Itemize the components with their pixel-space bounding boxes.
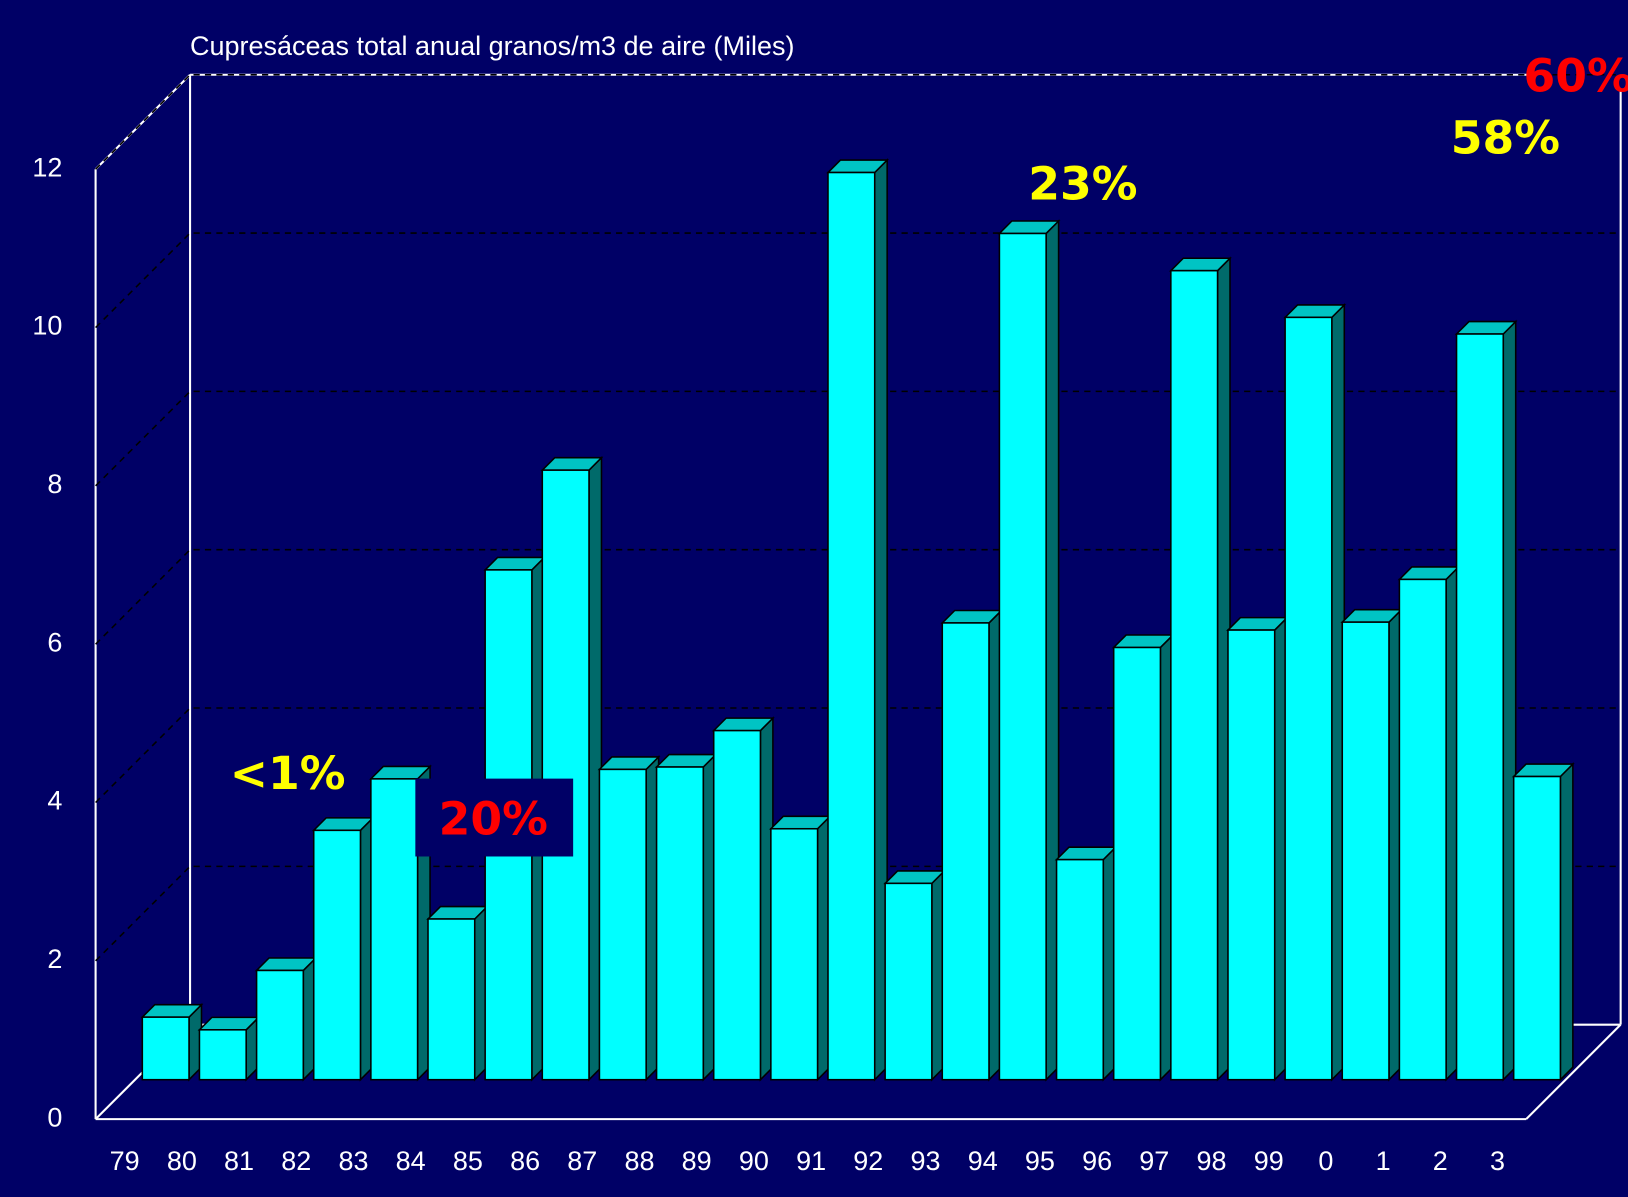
bar-front [1341,621,1390,1081]
annotation: 20% [439,793,548,846]
x-tick-label: 90 [739,1146,769,1176]
bar-front [598,768,647,1081]
bar-front [1055,858,1105,1081]
bar-front [255,969,305,1081]
bar-front [998,232,1047,1081]
x-tick-label: 99 [1254,1146,1284,1176]
x-tick-label: 89 [682,1146,712,1176]
y-tick-label: 10 [32,311,62,341]
bar-side [1559,762,1574,1082]
bar-front [1112,646,1162,1081]
annotation: <1% [230,747,346,800]
x-tick-label: 96 [1082,1146,1112,1176]
bar [1340,607,1404,1082]
bar [711,716,775,1082]
x-tick-label: 83 [338,1146,368,1176]
x-tick-label: 2 [1433,1146,1448,1176]
x-tick-label: 94 [968,1146,998,1176]
grid-line [95,548,1621,645]
bar [826,158,890,1082]
bar [540,455,604,1082]
bar [654,752,718,1082]
x-tick-label: 93 [910,1146,940,1176]
bar-front [1170,269,1219,1081]
bar [1054,845,1118,1082]
bar [1111,633,1175,1082]
x-tick-label: 92 [853,1146,883,1176]
bar-front [827,171,876,1081]
x-tick-label: 79 [110,1146,140,1176]
bar-front [541,469,590,1081]
bar-front [1455,333,1505,1081]
annotation: 60% [1523,49,1628,102]
bar [368,764,432,1082]
bar-front [370,778,419,1081]
y-tick-label: 4 [47,786,62,816]
bar-front [198,1029,247,1081]
bar [1397,565,1461,1082]
bar [940,608,1004,1082]
bar [1283,303,1347,1082]
bar [997,219,1061,1082]
y-tick-label: 8 [47,469,62,499]
x-tick-label: 91 [796,1146,826,1176]
bar [1511,762,1575,1082]
x-tick-label: 86 [510,1146,540,1176]
bar [254,956,318,1082]
x-tick-label: 98 [1197,1146,1227,1176]
x-tick-label: 81 [224,1146,254,1176]
grid-line [95,73,1621,170]
bar-front [655,766,705,1081]
bar-front [1512,775,1562,1081]
bar [426,904,490,1082]
bar [140,1002,204,1082]
y-tick-label: 12 [32,152,62,182]
grid-line [95,390,1621,487]
bar-front [141,1016,190,1081]
x-tick-label: 95 [1025,1146,1055,1176]
bar-front [884,882,933,1081]
bar [768,814,832,1082]
chart-title: Cupresáceas total anual granos/m3 de air… [190,31,794,61]
x-tick-label: 87 [567,1146,597,1176]
x-tick-label: 88 [624,1146,654,1176]
y-tick-label: 6 [47,627,62,657]
bar-front [1227,629,1276,1081]
x-tick-label: 3 [1490,1146,1505,1176]
bar-front [770,827,819,1081]
annotation-box [415,778,574,857]
x-tick-label: 84 [396,1146,426,1176]
bar-front [941,622,990,1081]
bar [883,869,947,1082]
bar [197,1015,261,1082]
x-tick-label: 85 [453,1146,483,1176]
bar-front [712,729,762,1081]
bar-front [427,918,476,1081]
annotation: 58% [1451,112,1560,165]
y-tick-label: 0 [47,1102,62,1132]
y-tick-label: 2 [47,944,62,974]
axis-line [94,74,191,170]
bar [1168,256,1232,1082]
x-tick-label: 1 [1376,1146,1391,1176]
bar [1226,615,1290,1082]
bar [311,815,375,1082]
bar [597,755,661,1082]
x-tick-label: 82 [281,1146,311,1176]
x-tick-label: 97 [1139,1146,1169,1176]
bar-front [1398,578,1447,1081]
x-tick-label: 80 [167,1146,197,1176]
annotation: 23% [1028,157,1137,210]
bar [1454,319,1518,1082]
grid-line [95,232,1621,329]
x-tick-label: 0 [1318,1146,1333,1176]
bar-front [1284,316,1333,1081]
bar-front [312,829,362,1081]
axis-line [1525,1023,1622,1120]
